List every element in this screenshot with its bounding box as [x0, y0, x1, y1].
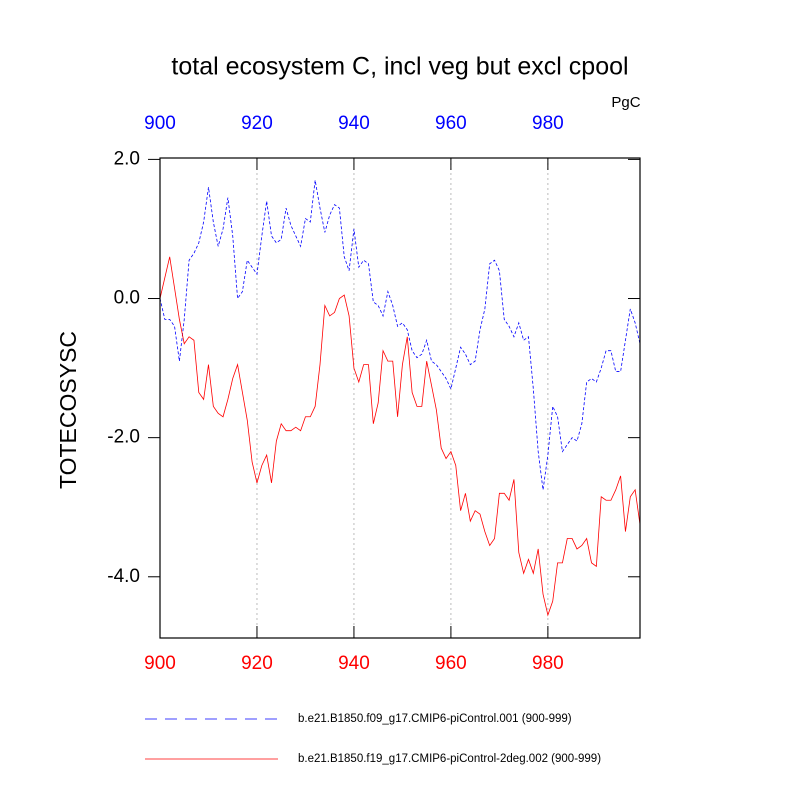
plot-frame [159, 157, 641, 639]
x-tick-label: 900 [144, 653, 176, 674]
x-tick-label: 920 [241, 653, 273, 674]
y-axis-label: TOTECOSYSC [55, 331, 81, 489]
data-line [159, 256, 641, 617]
y-tick-label: -2.0 [107, 427, 140, 448]
y-tick-label: 2.0 [114, 148, 140, 169]
y-tick-label: -4.0 [107, 566, 140, 587]
units-label: PgC [611, 94, 640, 111]
data-line [159, 180, 641, 490]
x-top-tick-label: 960 [435, 113, 467, 134]
x-top-tick-label: 940 [338, 113, 370, 134]
x-tick-label: 960 [435, 653, 467, 674]
x-tick-label: 980 [532, 653, 564, 674]
legend-label: b.e21.B1850.f19_g17.CMIP6-piControl-2deg… [298, 753, 601, 765]
legend-label: b.e21.B1850.f09_g17.CMIP6-piControl.001 … [298, 713, 572, 725]
x-tick-label: 940 [338, 653, 370, 674]
chart-title: total ecosystem C, incl veg but excl cpo… [171, 53, 628, 81]
x-top-tick-label: 920 [241, 113, 273, 134]
x-top-tick-label: 900 [144, 113, 176, 134]
y-tick-label: 0.0 [114, 288, 140, 309]
x-top-tick-label: 980 [532, 113, 564, 134]
